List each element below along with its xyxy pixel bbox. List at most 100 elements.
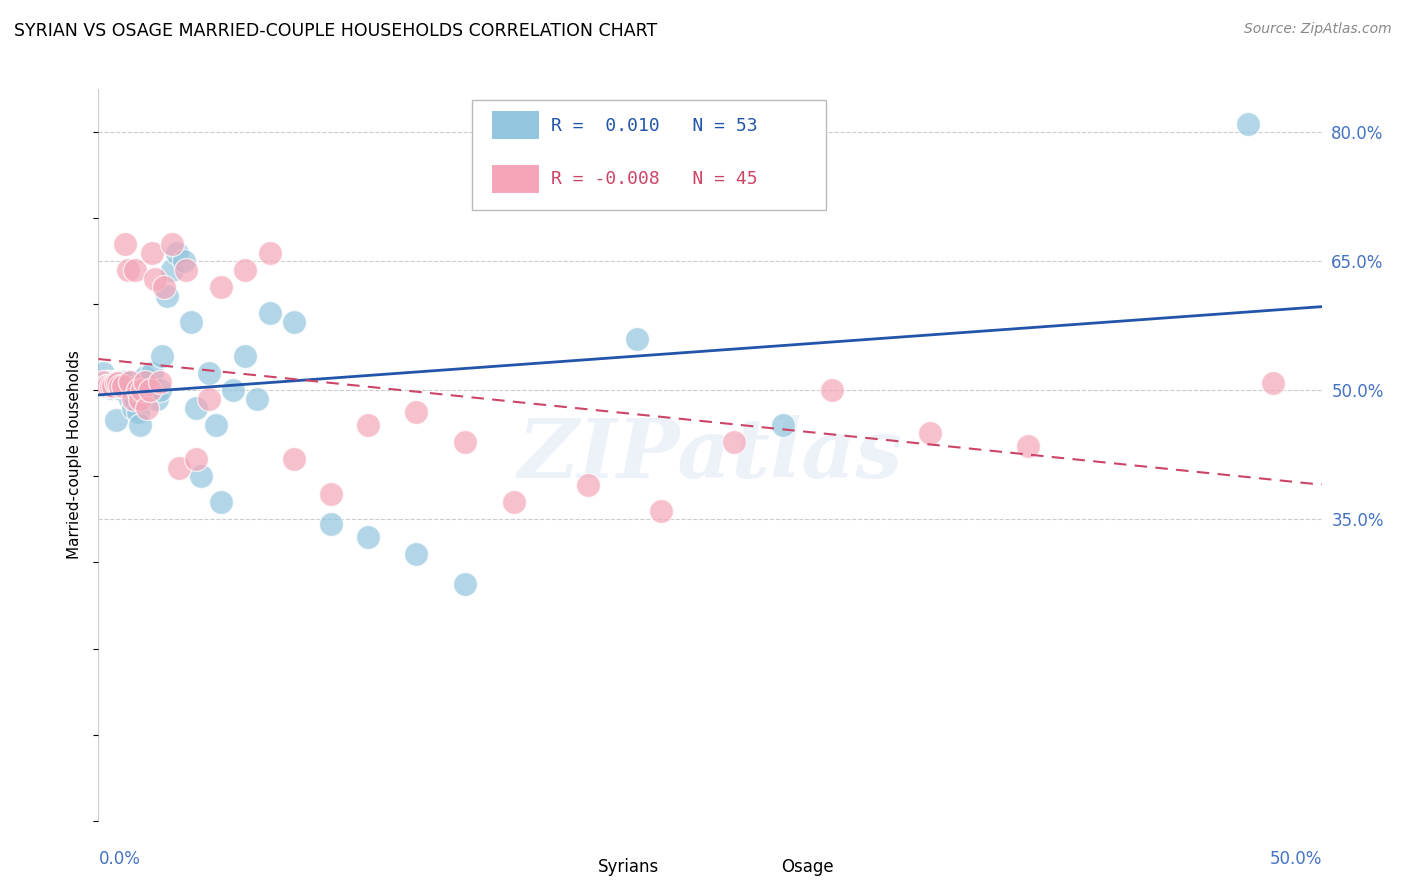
Point	[120, 375, 142, 389]
Point	[100, 375, 122, 389]
Point	[136, 384, 159, 398]
Point	[246, 392, 269, 406]
Point	[91, 375, 114, 389]
Point	[141, 366, 163, 380]
Text: Syrians: Syrians	[598, 858, 659, 876]
Point	[120, 375, 142, 389]
Point	[111, 375, 134, 389]
Point	[104, 413, 127, 427]
Point	[190, 469, 212, 483]
Point	[104, 375, 127, 389]
Point	[356, 417, 378, 432]
Point	[129, 392, 152, 406]
Point	[173, 254, 195, 268]
FancyBboxPatch shape	[492, 165, 538, 193]
Point	[97, 379, 120, 393]
Point	[127, 384, 149, 398]
Point	[772, 417, 794, 432]
Point	[149, 384, 172, 398]
Point	[114, 375, 136, 389]
Point	[626, 332, 648, 346]
Point	[160, 237, 183, 252]
Point	[139, 384, 162, 398]
Point	[920, 426, 942, 441]
FancyBboxPatch shape	[471, 100, 827, 210]
Point	[107, 375, 129, 389]
Point	[110, 375, 132, 389]
Point	[259, 306, 281, 320]
Point	[111, 379, 134, 393]
Point	[120, 392, 142, 406]
Point	[1237, 117, 1260, 131]
Point	[259, 245, 281, 260]
Point	[131, 375, 153, 389]
Point	[454, 577, 477, 591]
Point	[283, 452, 305, 467]
Point	[94, 375, 117, 389]
Point	[117, 263, 139, 277]
Point	[136, 401, 159, 415]
Point	[97, 379, 120, 393]
Point	[107, 381, 129, 395]
Point	[186, 401, 208, 415]
Point	[166, 245, 188, 260]
Point	[134, 370, 156, 384]
Point	[153, 280, 176, 294]
FancyBboxPatch shape	[538, 856, 588, 877]
Y-axis label: Married-couple Households: Married-couple Households	[67, 351, 83, 559]
Point	[176, 263, 198, 277]
Text: R =  0.010   N = 53: R = 0.010 N = 53	[551, 117, 758, 135]
Text: ZIPatlas: ZIPatlas	[517, 415, 903, 495]
Point	[143, 271, 166, 285]
Text: 50.0%: 50.0%	[1270, 850, 1322, 868]
Point	[141, 245, 163, 260]
Point	[114, 237, 136, 252]
Point	[121, 401, 143, 415]
Point	[319, 486, 342, 500]
Point	[124, 392, 146, 406]
Point	[233, 349, 256, 363]
Point	[821, 384, 844, 398]
Point	[576, 478, 599, 492]
Point	[100, 381, 122, 395]
Point	[197, 392, 219, 406]
Point	[127, 405, 149, 419]
Point	[101, 379, 124, 393]
Point	[233, 263, 256, 277]
Point	[1261, 376, 1284, 391]
Point	[97, 375, 120, 389]
Point	[197, 366, 219, 380]
Point	[110, 375, 132, 389]
Point	[319, 516, 342, 531]
Point	[156, 289, 179, 303]
Text: Source: ZipAtlas.com: Source: ZipAtlas.com	[1244, 22, 1392, 37]
Point	[454, 435, 477, 450]
Point	[723, 435, 745, 450]
Point	[110, 379, 132, 393]
Point	[146, 392, 169, 406]
Point	[405, 405, 427, 419]
Point	[149, 375, 172, 389]
Text: R = -0.008   N = 45: R = -0.008 N = 45	[551, 170, 758, 188]
Point	[356, 530, 378, 544]
Point	[1017, 439, 1039, 453]
Point	[150, 349, 173, 363]
Point	[104, 376, 127, 391]
Point	[129, 417, 152, 432]
Point	[107, 376, 129, 391]
Text: Osage: Osage	[780, 858, 834, 876]
Point	[209, 280, 232, 294]
Text: 0.0%: 0.0%	[98, 850, 141, 868]
Point	[209, 495, 232, 509]
Point	[131, 384, 153, 398]
Point	[186, 452, 208, 467]
Point	[167, 460, 190, 475]
Point	[160, 263, 183, 277]
Point	[101, 375, 124, 389]
Point	[117, 384, 139, 398]
Point	[101, 379, 124, 393]
Point	[405, 547, 427, 561]
Point	[124, 263, 146, 277]
Point	[91, 366, 114, 380]
FancyBboxPatch shape	[492, 112, 538, 139]
